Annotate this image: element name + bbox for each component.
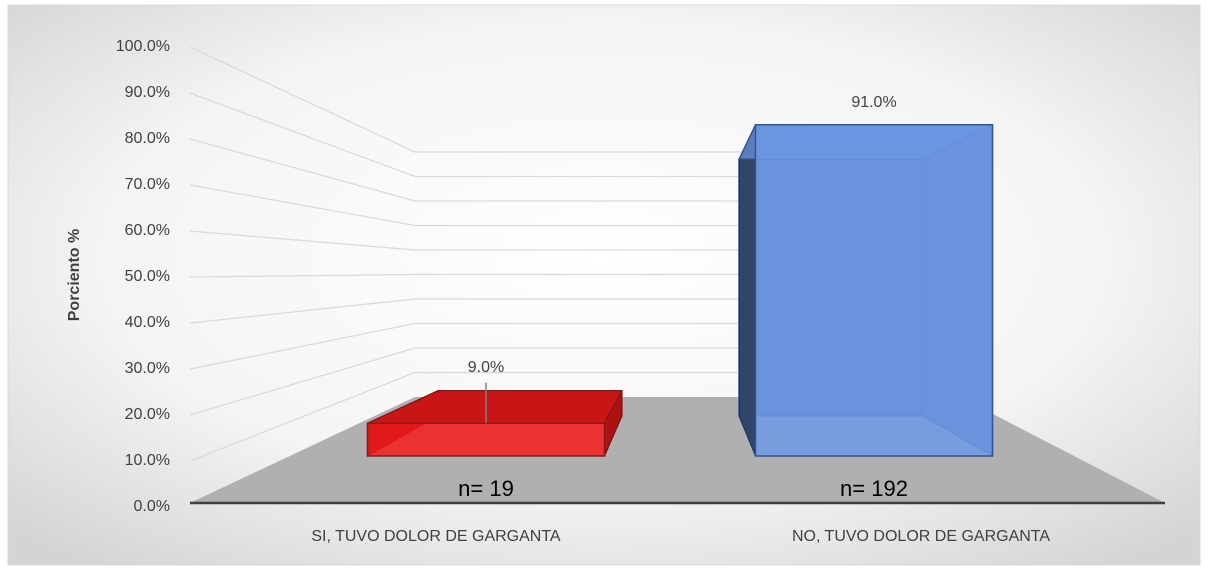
annotation: n= 19 xyxy=(458,476,514,501)
x-tick-label: SI, TUVO DOLOR DE GARGANTA xyxy=(311,528,561,545)
y-tick-label: 10.0% xyxy=(125,452,170,469)
x-tick-label: NO, TUVO DOLOR DE GARGANTA xyxy=(792,528,1050,545)
annotation: n= 192 xyxy=(840,476,908,501)
bar-left-shade xyxy=(738,124,756,456)
y-tick-label: 40.0% xyxy=(125,314,170,331)
y-tick-label: 90.0% xyxy=(125,84,170,101)
value-label: 91.0% xyxy=(851,94,896,111)
bar-right-shade xyxy=(604,390,622,456)
bar-top-shade xyxy=(367,390,622,424)
y-tick-label: 70.0% xyxy=(125,176,170,193)
y-tick-label: 20.0% xyxy=(125,406,170,423)
y-tick-label: 50.0% xyxy=(125,268,170,285)
y-tick-label: 0.0% xyxy=(134,498,170,515)
y-tick-label: 100.0% xyxy=(116,38,170,55)
y-tick-label: 80.0% xyxy=(125,130,170,147)
bar-front xyxy=(754,124,994,457)
bar-front xyxy=(366,422,606,457)
value-label: 9.0% xyxy=(468,359,504,376)
y-tick-label: 30.0% xyxy=(125,360,170,377)
y-axis-title: Porciento % xyxy=(66,229,83,321)
y-tick-label: 60.0% xyxy=(125,222,170,239)
